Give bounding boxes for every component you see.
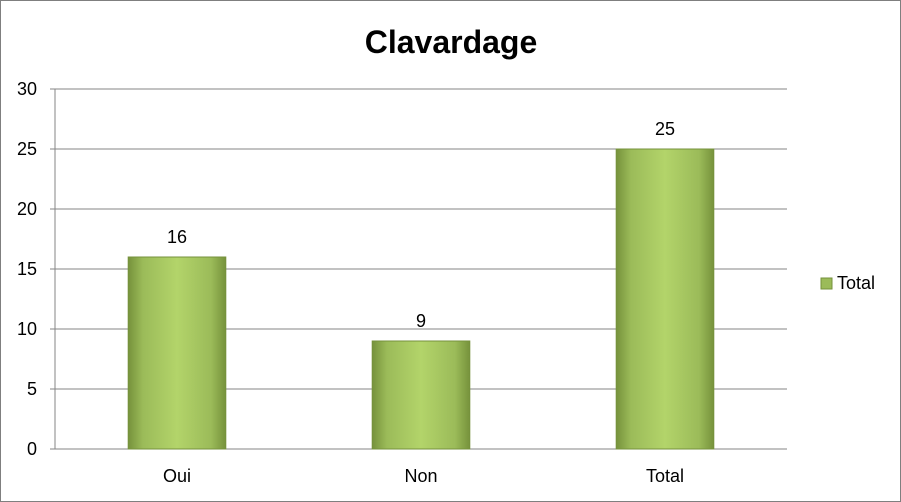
x-tick-label: Oui: [163, 466, 191, 486]
y-tick-label: 30: [17, 79, 37, 99]
x-tick-label: Total: [646, 466, 684, 486]
y-tick-label: 20: [17, 199, 37, 219]
y-tick-label: 0: [27, 439, 37, 459]
legend: Total: [820, 273, 875, 293]
chart-title: Clavardage: [365, 24, 538, 60]
bar: [127, 256, 227, 450]
x-axis: Oui Non Total: [163, 466, 684, 486]
bar: [615, 148, 715, 450]
data-labels: 16 9 25: [167, 119, 675, 331]
y-tick-label: 10: [17, 319, 37, 339]
x-tick-label: Non: [404, 466, 437, 486]
legend-swatch: [820, 277, 833, 290]
data-label: 25: [655, 119, 675, 139]
legend-label: Total: [837, 273, 875, 293]
data-label: 9: [416, 311, 426, 331]
y-tick-label: 25: [17, 139, 37, 159]
bars: [127, 148, 715, 450]
y-tick-label: 15: [17, 259, 37, 279]
bar: [371, 340, 471, 450]
y-tick-label: 5: [27, 379, 37, 399]
data-label: 16: [167, 227, 187, 247]
